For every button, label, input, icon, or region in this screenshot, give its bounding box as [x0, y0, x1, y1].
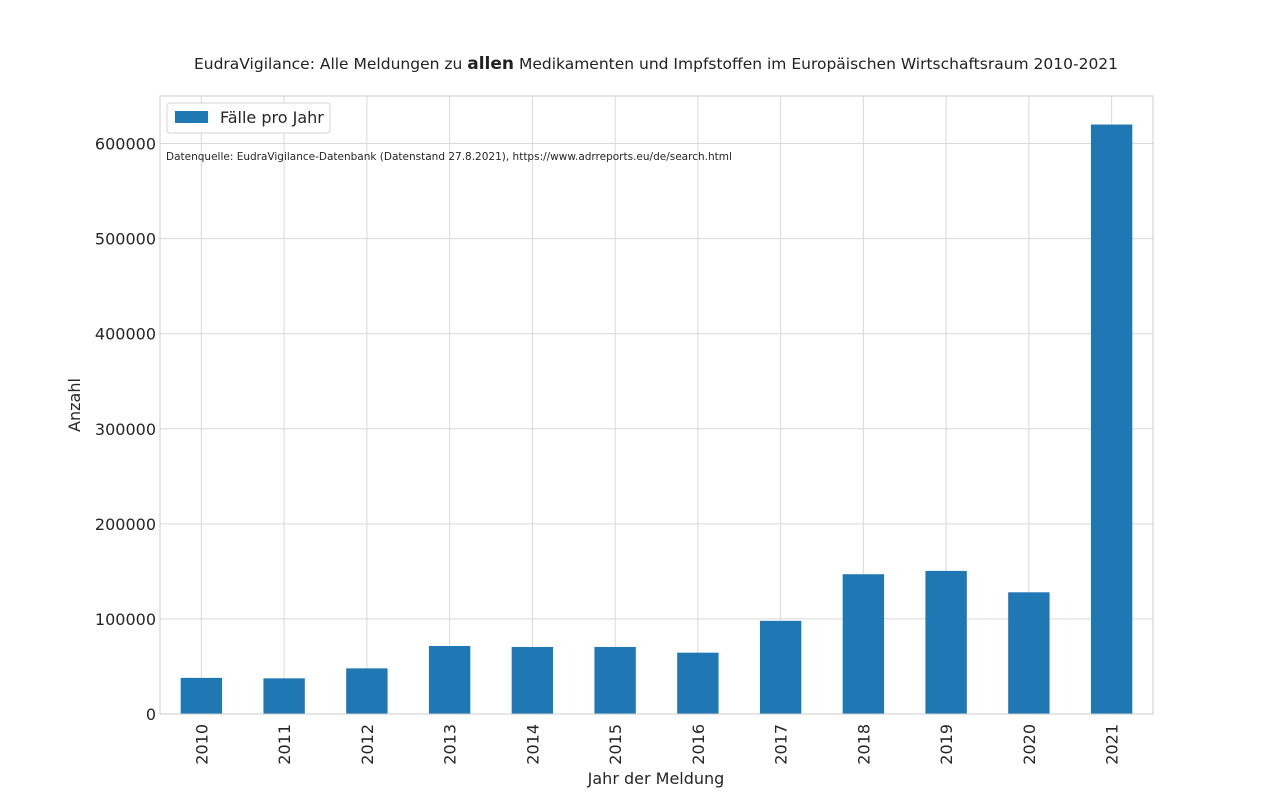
x-tick-label: 2017 — [772, 724, 791, 765]
x-tick-label: 2014 — [523, 724, 542, 765]
bar-2020 — [1008, 592, 1050, 714]
x-tick-label: 2012 — [358, 724, 377, 765]
y-tick-label: 500000 — [95, 230, 156, 249]
data-source-annotation: Datenquelle: EudraVigilance-Datenbank (D… — [166, 151, 732, 163]
y-tick-label: 100000 — [95, 610, 156, 629]
bar-2016 — [677, 652, 719, 714]
x-tick-label: 2013 — [441, 724, 460, 765]
bar-2021 — [1090, 124, 1133, 715]
y-tick-label: 200000 — [95, 515, 156, 534]
x-tick-label: 2020 — [1020, 724, 1039, 765]
bar-2018 — [842, 574, 885, 714]
x-tick-label: 2018 — [854, 724, 873, 765]
legend-swatch — [175, 111, 208, 123]
bar-2011 — [263, 678, 305, 714]
y-axis-ticks: 0 100000 200000 300000 400000 500000 600000 — [95, 135, 156, 724]
bar-2017 — [759, 620, 802, 714]
bar-series — [180, 124, 1133, 715]
x-axis-label: Jahr der Meldung — [587, 769, 725, 788]
legend-label: Fälle pro Jahr — [220, 108, 324, 127]
bar-2012 — [346, 668, 388, 714]
x-tick-label: 2019 — [937, 724, 956, 765]
x-axis-ticks: 2010 2011 2012 2013 2014 2015 2016 2017 2018 2019… — [192, 724, 1121, 765]
y-tick-label: 600000 — [95, 135, 156, 154]
chart-title-part: EudraVigilance: Alle Meldungen zu — [194, 55, 467, 73]
y-tick-label: 400000 — [95, 325, 156, 344]
y-axis-label: Anzahl — [65, 378, 84, 432]
x-tick-label: 2021 — [1103, 724, 1122, 765]
x-tick-label: 2015 — [606, 724, 625, 765]
chart-title-emphasis: allen — [467, 54, 514, 74]
bar-2010 — [180, 677, 223, 714]
legend: Fälle pro Jahr — [166, 102, 331, 134]
plot-frame — [159, 95, 1154, 715]
legend-box — [166, 102, 331, 134]
grid-lines — [160, 96, 1153, 715]
bar-2019 — [925, 570, 967, 714]
bar-2014 — [511, 646, 554, 714]
y-tick-label: 300000 — [95, 420, 156, 439]
chart-title-part: Medikamenten und Impfstoffen im Europäis… — [514, 55, 1118, 73]
y-tick-label: 0 — [146, 705, 156, 724]
x-tick-label: 2010 — [192, 724, 211, 765]
bar-2015 — [594, 646, 636, 714]
x-tick-label: 2016 — [689, 724, 708, 765]
chart-title: EudraVigilance: Alle Meldungen zu allen … — [194, 54, 1118, 74]
x-tick-label: 2011 — [275, 724, 294, 765]
bar-2013 — [428, 646, 471, 714]
